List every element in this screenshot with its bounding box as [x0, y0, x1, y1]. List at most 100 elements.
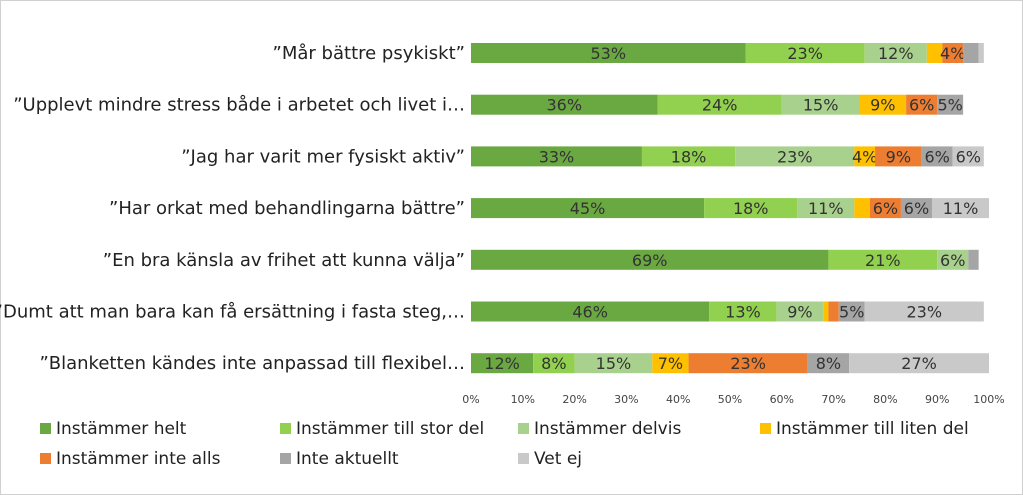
bar-segment	[823, 301, 829, 322]
value-label: 69%	[632, 251, 668, 270]
bar-segment	[709, 301, 777, 322]
x-tick-label: 0%	[462, 393, 479, 406]
bar-segment	[906, 94, 938, 115]
bar-segment	[926, 43, 943, 63]
value-label: 4%	[852, 147, 877, 166]
value-label: 9%	[787, 303, 812, 322]
legend-label: Instämmer till liten del	[776, 419, 969, 439]
value-label: 15%	[803, 96, 839, 115]
value-label: 5%	[839, 303, 864, 322]
value-label: 4%	[940, 44, 965, 63]
value-label: 8%	[541, 354, 566, 373]
legend-label: Instämmer till stor del	[296, 419, 484, 439]
bar-segment	[828, 249, 938, 270]
value-label: 6%	[904, 199, 929, 218]
value-label: 6%	[925, 147, 950, 166]
bar-segment	[932, 198, 989, 219]
bar-segment	[849, 353, 989, 374]
legend-swatch	[518, 423, 529, 434]
bar-segment	[942, 43, 964, 63]
legend-label: Vet ej	[534, 449, 582, 469]
bar-segment	[952, 146, 984, 167]
x-tick-label: 30%	[614, 393, 638, 406]
x-tick-label: 90%	[925, 393, 949, 406]
legend-swatch	[280, 453, 291, 464]
bar-segment	[641, 146, 736, 167]
value-label: 9%	[886, 147, 911, 166]
bar-segment	[838, 301, 865, 322]
bar-segment	[657, 94, 782, 115]
x-tick-label: 20%	[562, 393, 586, 406]
value-label: 53%	[590, 44, 626, 63]
bar-segment	[968, 249, 979, 270]
bar-segment	[937, 94, 964, 115]
x-tick-label: 60%	[770, 393, 794, 406]
value-label: 23%	[906, 303, 942, 322]
value-label: 6%	[873, 199, 898, 218]
value-label: 46%	[572, 303, 608, 322]
value-label: 13%	[725, 303, 761, 322]
legend-swatch	[40, 453, 51, 464]
bar-segment	[875, 146, 922, 167]
bar-segment	[859, 94, 907, 115]
bar-segment	[745, 43, 865, 63]
x-tick-label: 80%	[873, 393, 897, 406]
value-label: 12%	[878, 44, 914, 63]
bar-segment	[574, 353, 653, 374]
value-label: 6%	[940, 251, 965, 270]
legend-label: Inte aktuellt	[296, 449, 399, 469]
legend-swatch	[760, 423, 771, 434]
category-label: ”Jag har varit mer fysiskt aktiv”	[181, 146, 465, 167]
legend-swatch	[280, 423, 291, 434]
legend-label: Instämmer delvis	[534, 419, 681, 439]
value-label: 36%	[546, 96, 582, 115]
bar-segment	[735, 146, 855, 167]
bar-segment	[864, 43, 927, 63]
value-label: 6%	[956, 147, 981, 166]
x-tick-label: 40%	[666, 393, 690, 406]
value-label: 11%	[808, 199, 844, 218]
value-label: 18%	[733, 199, 769, 218]
value-label: 23%	[787, 44, 823, 63]
category-label: ”En bra känsla av frihet att kunna välja…	[103, 250, 465, 271]
bar-segment	[776, 301, 824, 322]
category-label: ”Blanketten kändes inte anpassad till fl…	[39, 353, 465, 374]
bar-segment	[471, 94, 658, 115]
bar-segment	[807, 353, 850, 374]
bar-segment	[471, 249, 829, 270]
category-label: ”Upplevt mindre stress både i arbetet oc…	[13, 95, 465, 116]
value-label: 15%	[596, 354, 632, 373]
bar-segment	[978, 43, 984, 63]
category-label: ”Dumt att man bara kan få ersättning i f…	[0, 302, 465, 323]
value-label: 9%	[870, 96, 895, 115]
bar-segment	[900, 198, 933, 219]
legend-label: Instämmer helt	[56, 419, 187, 439]
value-label: 45%	[570, 199, 606, 218]
category-label: ”Mår bättre psykiskt”	[273, 43, 465, 64]
value-label: 7%	[658, 354, 683, 373]
x-tick-label: 70%	[821, 393, 845, 406]
bar-segment	[471, 146, 642, 167]
x-tick-label: 10%	[511, 393, 535, 406]
value-label: 33%	[539, 147, 575, 166]
bar-segment	[471, 353, 534, 374]
bar-segment	[797, 198, 855, 219]
bar-segment	[471, 301, 710, 322]
bar-segment	[854, 198, 870, 219]
bar-segment	[828, 301, 839, 322]
value-label: 18%	[671, 147, 707, 166]
bar-segment	[937, 249, 969, 270]
bar-segment	[921, 146, 953, 167]
value-label: 27%	[901, 354, 937, 373]
value-label: 21%	[865, 251, 901, 270]
bar-segment	[652, 353, 689, 374]
value-label: 23%	[730, 354, 766, 373]
value-label: 11%	[943, 199, 979, 218]
value-label: 6%	[909, 96, 934, 115]
bar-segment	[533, 353, 575, 374]
value-label: 24%	[702, 96, 738, 115]
bar-segment	[854, 146, 876, 167]
bar-segment	[471, 198, 705, 219]
legend-swatch	[518, 453, 529, 464]
